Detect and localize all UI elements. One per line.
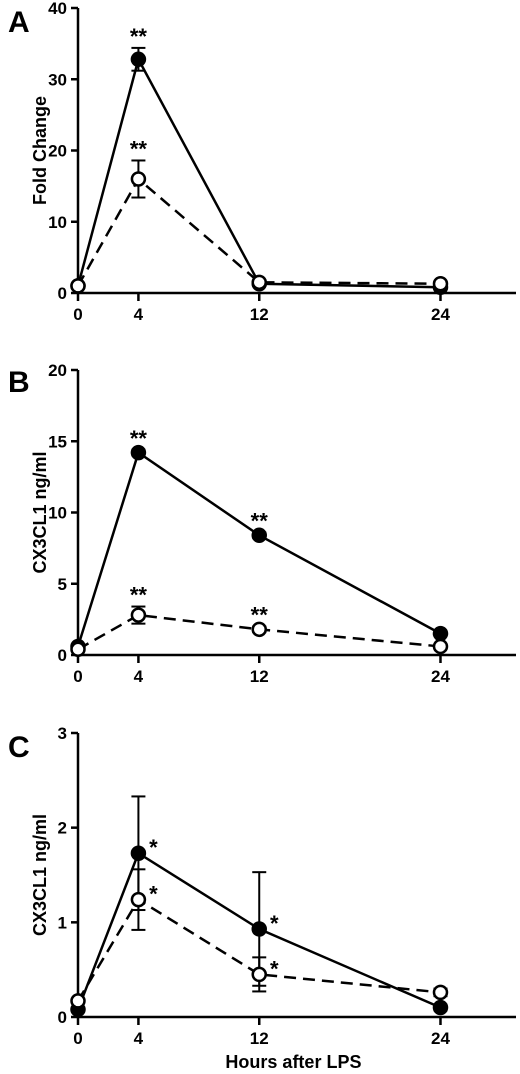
significance-marker: *: [149, 882, 158, 907]
open-point: [130, 891, 147, 908]
y-axis-label: CX3CL1 ng/ml: [30, 814, 50, 936]
y-axis-label: CX3CL1 ng/ml: [30, 451, 50, 573]
x-tick-label: 4: [134, 305, 144, 324]
significance-marker: **: [130, 136, 148, 161]
solid-series-line: [76, 851, 441, 1010]
panel-b: B 0 5 10 15 20 0 4 12 24 CX3CL1 ng/ml ** ** ** **: [8, 361, 516, 686]
y-tick-label: 20: [48, 142, 67, 161]
filled-point: [432, 625, 449, 642]
x-tick-label: 24: [431, 667, 450, 686]
panel-label: C: [8, 731, 30, 764]
y-tick-label: 40: [48, 0, 67, 18]
open-point: [432, 275, 449, 292]
y-tick-label: 0: [58, 646, 67, 665]
y-tick-label: 10: [48, 504, 67, 523]
y-tick-label: 5: [58, 575, 67, 594]
open-point: [70, 278, 86, 294]
open-point: [130, 607, 147, 623]
y-tick-label: 0: [58, 1008, 67, 1027]
y-tick-label: 30: [48, 70, 67, 89]
x-tick-label: 12: [250, 305, 269, 324]
significance-marker: *: [270, 956, 279, 981]
open-point: [432, 984, 449, 1001]
significance-marker: **: [130, 426, 148, 451]
x-tick-label: 0: [73, 667, 82, 686]
filled-point: [432, 999, 449, 1016]
dashed-series-line: [76, 897, 441, 1002]
panel-a: A 0 10 20 30 40 0 4 12 24 Fold Change ** **: [8, 0, 516, 324]
x-tick-label: 0: [73, 1029, 82, 1048]
y-tick-label: 20: [48, 361, 67, 380]
y-tick-label: 15: [48, 432, 67, 451]
open-point: [70, 993, 86, 1009]
x-tick-label: 0: [73, 305, 82, 324]
significance-marker: *: [270, 911, 279, 936]
open-point: [251, 621, 267, 638]
open-point: [130, 171, 147, 187]
significance-marker: **: [251, 603, 269, 628]
x-tick-label: 4: [134, 667, 144, 686]
filled-point: [251, 921, 267, 937]
significance-marker: **: [130, 24, 148, 49]
significance-marker: **: [251, 508, 269, 533]
x-tick-label: 24: [431, 305, 450, 324]
filled-point: [251, 527, 267, 544]
open-point: [251, 966, 267, 983]
significance-marker: *: [149, 835, 158, 860]
x-tick-label: 4: [134, 1029, 144, 1048]
significance-marker: **: [130, 583, 148, 608]
y-tick-label: 2: [58, 819, 67, 838]
y-axis-label: Fold Change: [30, 96, 50, 205]
y-tick-label: 0: [58, 284, 67, 303]
filled-point: [130, 51, 147, 68]
dashed-series-line: [76, 177, 441, 287]
y-tick-label: 1: [58, 913, 67, 932]
filled-point: [130, 444, 147, 461]
open-point: [432, 638, 449, 655]
x-tick-label: 12: [250, 667, 269, 686]
solid-series-line: [76, 55, 441, 289]
y-tick-label: 3: [58, 724, 67, 743]
x-tick-label: 12: [250, 1029, 269, 1048]
x-axis-label: Hours after LPS: [225, 1052, 361, 1072]
solid-series-line: [76, 450, 442, 647]
open-point: [70, 641, 86, 658]
panel-label: A: [8, 6, 30, 39]
x-tick-label: 24: [431, 1029, 450, 1048]
filled-point: [130, 845, 147, 861]
open-point: [251, 274, 267, 291]
panel-label: B: [8, 366, 30, 399]
y-tick-label: 10: [48, 213, 67, 232]
